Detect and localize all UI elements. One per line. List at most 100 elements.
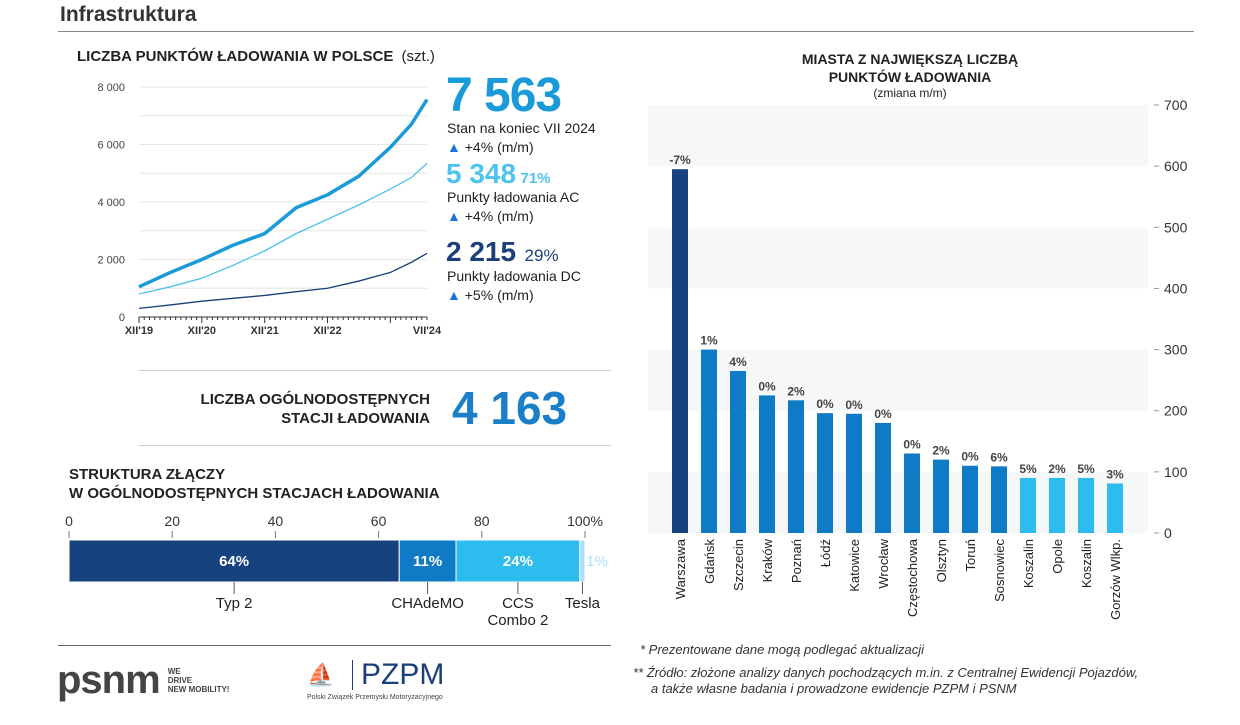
grid-band	[648, 349, 1148, 411]
bar-label: 1%	[700, 334, 718, 348]
y-tick-label: 700	[1164, 97, 1188, 113]
ac-change: ▲ +4% (m/m)	[447, 208, 534, 224]
total-change-unit: (m/m)	[497, 139, 534, 155]
dc-share: 29%	[524, 246, 559, 265]
dc-label: Punkty ładowania DC	[447, 268, 581, 284]
grid-band	[648, 471, 1148, 533]
y-tick-label: 200	[1164, 403, 1188, 419]
bar	[846, 413, 862, 533]
category-label: Typ 2	[216, 595, 253, 612]
bar	[933, 459, 949, 533]
ac-change-value: +4%	[464, 208, 494, 224]
line-chart: 0 2 000 4 000 6 000 8 000 XII'19 XII'20 XII'21 X…	[97, 82, 442, 337]
category-label: CCS	[502, 595, 534, 612]
note-source-line2: a także własne badania i prowadzone ewid…	[651, 681, 1017, 696]
stations-divider-bottom	[139, 445, 611, 446]
x-tick-label: XII'19	[125, 325, 153, 337]
up-triangle-icon: ▲	[447, 208, 461, 224]
psnm-tagline: WE DRIVE NEW MOBILITY!	[168, 667, 230, 694]
bar	[1078, 477, 1094, 533]
segment	[579, 539, 586, 583]
pzpm-subtitle: Polski Związek Przemysłu Motoryzacyjnego	[307, 694, 443, 701]
bar-label: 0%	[903, 438, 921, 452]
stations-label-line1: LICZBA OGÓLNODOSTĘPNYCH	[200, 391, 430, 408]
bar	[991, 466, 1007, 533]
note-update: * Prezentowane dane mogą podlegać aktual…	[640, 642, 925, 657]
dc-value: 2 215 29%	[446, 236, 559, 268]
bar	[788, 400, 804, 533]
total-change-value: +4%	[464, 139, 494, 155]
cities-title-line1: MIASTA Z NAJWIĘKSZĄ LICZBĄ	[801, 51, 1019, 67]
y-tick-label: 6 000	[97, 140, 125, 152]
connectors-chart: 0 20 40 60 80 100% 64% Typ 2 11% CHAdeMO 24% CCSCom…	[65, 513, 608, 629]
note-source: ** Źródło: złożone analizy danych pochod…	[633, 665, 1138, 697]
stations-label-line2: STACJI ŁADOWANIA	[281, 410, 430, 427]
bar-label: 2%	[787, 384, 805, 398]
y-tick-label: 4 000	[97, 197, 125, 209]
x-category-label: Sosnowiec	[992, 539, 1007, 602]
bar	[817, 413, 833, 533]
points-unit: (szt.)	[401, 48, 435, 65]
bar	[672, 169, 688, 533]
psnm-logo: psnm WE DRIVE NEW MOBILITY!	[57, 660, 229, 700]
up-triangle-icon: ▲	[447, 287, 461, 303]
y-tick-label: 8 000	[97, 82, 125, 94]
x-tick-label: 20	[164, 513, 180, 529]
cities-title: MIASTA Z NAJWIĘKSZĄ LICZBĄ PUNKTÓW ŁADOW…	[760, 50, 1060, 100]
x-category-label: Koszalin	[1079, 539, 1094, 588]
x-category-label: Toruń	[963, 539, 978, 572]
ac-share: 71%	[520, 170, 551, 187]
x-category-label: Gdańsk	[702, 539, 717, 584]
bar	[1107, 483, 1123, 533]
series-line-total	[138, 98, 429, 289]
y-tick-label: 2 000	[97, 255, 125, 267]
bar-label: 5%	[1019, 462, 1037, 476]
bar-label: 2%	[1048, 462, 1066, 476]
dc-change-value: +5%	[464, 287, 494, 303]
y-tick-label: 0	[119, 312, 125, 324]
grid-band	[648, 227, 1148, 289]
stations-divider-top	[139, 370, 611, 371]
grid-band	[648, 105, 1148, 167]
x-category-label: Opole	[1050, 539, 1065, 574]
x-category-label: Warszawa	[673, 538, 688, 599]
y-tick-label: 300	[1164, 342, 1188, 358]
category-label: Tesla	[565, 595, 601, 612]
bar-label: 6%	[990, 450, 1008, 464]
x-category-label: Katowice	[847, 539, 862, 592]
total-label: Stan na koniec VII 2024	[447, 120, 596, 136]
psnm-tag3: NEW MOBILITY!	[167, 684, 230, 694]
x-tick-label: XII'20	[188, 325, 216, 337]
x-category-label: Olsztyn	[934, 539, 949, 582]
bar	[759, 395, 775, 533]
bar	[1020, 477, 1036, 533]
x-category-label: Wrocław	[876, 538, 891, 588]
page-title: Infrastruktura	[60, 3, 197, 26]
bar-label: 0%	[874, 407, 892, 421]
segment	[68, 539, 400, 583]
pzpm-emblem-icon: ⛵	[307, 662, 335, 687]
y-tick-label: 400	[1164, 280, 1188, 296]
bar-label: 0%	[961, 450, 979, 464]
x-category-label: Gorzów Wlkp.	[1108, 539, 1123, 620]
connectors-title-line2: W OGÓLNODOSTĘPNYCH STACJACH ŁADOWANIA	[69, 485, 440, 502]
segment-label: 1%	[586, 553, 608, 570]
x-tick-label: 80	[474, 513, 490, 529]
psnm-tag2: DRIVE	[167, 675, 193, 685]
x-category-label: Kraków	[760, 538, 775, 582]
x-category-label: Częstochowa	[905, 538, 920, 617]
total-change: ▲ +4% (m/m)	[447, 139, 534, 155]
x-category-label: Łódź	[818, 539, 833, 567]
y-tick-label: 600	[1164, 158, 1188, 174]
segment-label: 64%	[219, 553, 249, 570]
total-value: 7 563	[446, 69, 562, 122]
pzpm-logo-text: PZPM	[361, 658, 445, 691]
stations-label: LICZBA OGÓLNODOSTĘPNYCH STACJI ŁADOWANIA	[150, 390, 430, 428]
y-tick-label: 0	[1164, 525, 1172, 541]
segment	[398, 539, 457, 583]
points-title-text: LICZBA PUNKTÓW ŁADOWANIA W POLSCE	[77, 48, 394, 65]
x-category-label: Poznań	[789, 539, 804, 583]
segment-label: 11%	[413, 553, 442, 570]
connectors-title-line1: STRUKTURA ZŁĄCZY	[69, 466, 226, 483]
series-line-dc	[138, 252, 428, 310]
